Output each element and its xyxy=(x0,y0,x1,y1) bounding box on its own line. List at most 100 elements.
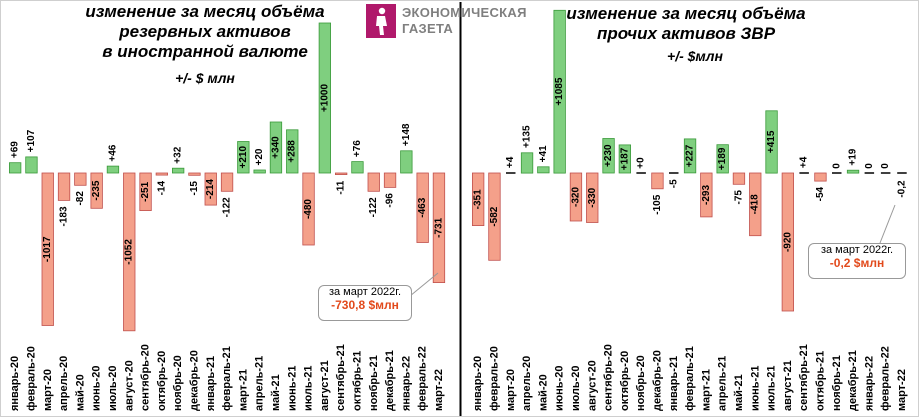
left-title-line-2: резервных активов xyxy=(119,22,291,41)
left-bar xyxy=(400,150,413,174)
left-data-label: -14 xyxy=(156,180,167,195)
right-bar xyxy=(781,172,794,312)
right-category-label: февраль-21 xyxy=(684,346,696,411)
left-bar xyxy=(106,165,120,174)
right-bar xyxy=(618,144,631,174)
left-data-label: +32 xyxy=(173,146,184,163)
left-data-label: +20 xyxy=(254,148,265,165)
left-category-label: январь-22 xyxy=(400,356,412,411)
left-category-label: июнь-20 xyxy=(91,366,103,411)
right-data-label: -920 xyxy=(782,232,793,252)
right-category-label: октябрь-20 xyxy=(619,351,631,411)
left-data-label: +46 xyxy=(107,144,118,161)
left-category-label: ноябрь-21 xyxy=(368,355,380,411)
right-data-label: +415 xyxy=(766,130,777,153)
left-bar xyxy=(155,172,169,176)
left-bar xyxy=(351,161,364,174)
left-bar xyxy=(237,141,250,174)
right-bar xyxy=(765,110,778,174)
right-bar xyxy=(846,169,860,174)
left-data-label: +288 xyxy=(287,140,298,163)
left-bar xyxy=(57,172,71,201)
left-data-label: -251 xyxy=(140,181,151,201)
left-data-label: +210 xyxy=(238,146,249,169)
right-category-label: октябрь-21 xyxy=(814,351,826,411)
right-bar xyxy=(683,138,697,174)
left-bar xyxy=(367,172,380,192)
left-category-label: сентябрь-21 xyxy=(335,344,347,411)
right-bar xyxy=(749,172,762,237)
right-data-label: -5 xyxy=(668,179,679,188)
left-data-label: -82 xyxy=(75,191,86,206)
right-category-label: декабрь-21 xyxy=(847,350,859,411)
left-category-label: февраль-20 xyxy=(25,346,37,411)
left-data-label: -183 xyxy=(59,206,70,226)
left-bar xyxy=(171,167,185,174)
right-category-label: август-20 xyxy=(586,360,598,411)
right-chart-title: изменение за месяц объёма прочих активов… xyxy=(556,4,816,44)
left-bar xyxy=(188,172,201,176)
left-data-label: +69 xyxy=(10,141,21,158)
left-callout-pointer xyxy=(409,272,439,297)
left-bar xyxy=(269,121,283,174)
left-callout-line-1: за март 2022г. xyxy=(328,286,402,298)
right-data-label: +41 xyxy=(538,145,549,162)
right-data-label: +227 xyxy=(685,144,696,167)
left-chart-group: +69 январь-20 +107 февраль-20 -1017 март-20 -1… xyxy=(8,22,446,411)
left-category-label: март-22 xyxy=(433,369,445,411)
left-data-label: -15 xyxy=(189,181,200,196)
right-category-label: май-21 xyxy=(733,374,745,411)
left-data-label: -463 xyxy=(417,197,428,217)
logo-text: ЭКОНОМИЧЕСКАЯ ГАЗЕТА xyxy=(402,5,527,37)
right-category-label: январь-20 xyxy=(472,356,484,411)
right-bar xyxy=(602,138,615,174)
left-category-label: ноябрь-20 xyxy=(172,355,184,411)
left-data-label: -214 xyxy=(205,179,216,199)
right-data-label: +1085 xyxy=(554,77,565,106)
left-category-label: сентябрь-20 xyxy=(140,344,152,411)
left-callout: за март 2022г. -730,8 $млн xyxy=(318,285,412,321)
right-category-label: апрель-21 xyxy=(717,356,729,411)
left-category-label: март-21 xyxy=(237,369,249,411)
right-category-label: март-20 xyxy=(505,369,517,411)
right-data-label: -582 xyxy=(489,206,500,226)
left-bar xyxy=(74,172,87,186)
left-data-label: -731 xyxy=(433,217,444,237)
left-data-label: +76 xyxy=(352,140,363,157)
right-bar xyxy=(537,166,550,174)
left-category-label: январь-20 xyxy=(9,356,21,411)
right-bar xyxy=(732,172,746,185)
right-data-label: -0,2 xyxy=(896,180,907,198)
left-data-label: -122 xyxy=(222,197,233,217)
left-category-label: декабрь-21 xyxy=(384,350,396,411)
right-bar xyxy=(488,172,501,261)
right-data-label: +4 xyxy=(799,156,810,168)
right-category-label: сентябрь-21 xyxy=(798,344,810,411)
left-data-label: +148 xyxy=(401,123,412,146)
left-bar xyxy=(41,172,54,326)
left-bar xyxy=(8,162,22,174)
left-data-label: -480 xyxy=(303,199,314,219)
logo-line-2: ГАЗЕТА xyxy=(402,21,454,36)
left-category-label: октябрь-21 xyxy=(351,351,363,411)
right-data-label: -418 xyxy=(750,194,761,214)
right-bar xyxy=(569,172,583,222)
left-data-label: -1052 xyxy=(124,239,135,265)
left-bar xyxy=(432,172,446,283)
left-bar xyxy=(204,172,217,206)
left-data-label: -1017 xyxy=(42,236,53,262)
logo-line-1: ЭКОНОМИЧЕСКАЯ xyxy=(402,5,527,20)
right-category-label: март-21 xyxy=(700,369,712,411)
right-data-label: -75 xyxy=(733,190,744,205)
right-category-label: ноябрь-21 xyxy=(831,355,843,411)
right-category-label: январь-22 xyxy=(863,356,875,411)
right-category-label: январь-21 xyxy=(668,356,680,411)
left-category-label: июль-20 xyxy=(107,365,119,411)
left-bar xyxy=(302,172,315,246)
right-title-line-2: прочих активов ЗВР xyxy=(596,24,776,43)
right-data-label: +189 xyxy=(717,147,728,170)
right-data-label: +19 xyxy=(848,148,859,165)
right-data-label: +4 xyxy=(505,156,516,168)
right-category-label: февраль-20 xyxy=(488,346,500,411)
